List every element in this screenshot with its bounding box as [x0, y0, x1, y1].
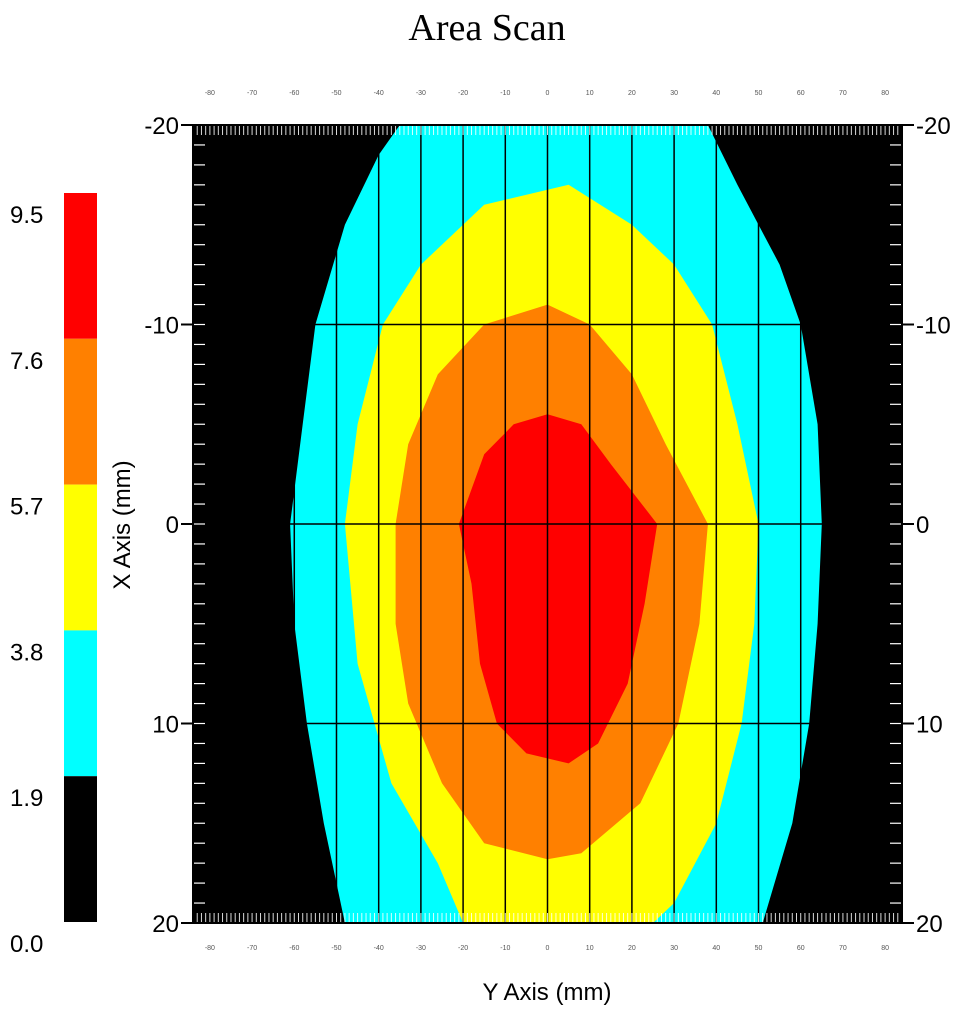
x-tick-label-top: -20	[458, 90, 468, 97]
y-axis-label: X Axis (mm)	[109, 460, 136, 589]
x-tick-label-top: 10	[586, 90, 594, 97]
x-tick-label-top: 50	[755, 90, 763, 97]
x-axis-top: -80 -70 -60 -50 -40 -30 -20 -10 0 10 20 30 40 50 60 70 8…	[205, 90, 889, 97]
x-tick-label-bottom: -70	[247, 945, 257, 952]
legend-label: 9.5	[10, 202, 43, 229]
hatch-marks	[192, 124, 903, 924]
x-axis-label: Y Axis (mm)	[483, 979, 612, 1006]
x-tick-label-top: -70	[247, 90, 257, 97]
x-tick-label-bottom: -80	[205, 945, 215, 952]
legend-band	[64, 484, 97, 631]
x-tick-label-bottom: 10	[586, 945, 594, 952]
y-axis-right: -20 -10 0 10 20	[902, 113, 951, 938]
x-tick-label-bottom: -50	[331, 945, 341, 952]
x-tick-label-top: -80	[205, 90, 215, 97]
contour-level-4	[458, 414, 658, 764]
x-tick-label-top: -60	[289, 90, 299, 97]
legend-label: 1.9	[10, 785, 43, 812]
x-tick-label-top: 30	[670, 90, 678, 97]
legend-band	[64, 776, 97, 922]
x-tick-label-top: 40	[712, 90, 720, 97]
x-tick-label-top: -30	[416, 90, 426, 97]
plot-area	[192, 124, 903, 924]
y-tick-label-right: 10	[916, 712, 943, 739]
x-tick-label-bottom: -40	[374, 945, 384, 952]
x-axis-bottom: -80 -70 -60 -50 -40 -30 -20 -10 0 10 20 30 40 50 60 70 8…	[205, 945, 889, 952]
x-tick-label-bottom: 50	[755, 945, 763, 952]
legend-band	[64, 630, 97, 777]
x-tick-label-bottom: 30	[670, 945, 678, 952]
x-tick-label-top: -40	[374, 90, 384, 97]
grid-lines	[193, 125, 902, 923]
legend-band	[64, 193, 97, 339]
y-tick-label-left: 10	[152, 712, 179, 739]
x-tick-label-bottom: -30	[416, 945, 426, 952]
x-tick-label-top: 70	[839, 90, 847, 97]
x-tick-label-bottom: 40	[712, 945, 720, 952]
x-tick-label-top: -50	[331, 90, 341, 97]
x-tick-label-top: 0	[546, 90, 550, 97]
y-tick-label-left: 0	[166, 512, 179, 539]
x-tick-label-bottom: -10	[500, 945, 510, 952]
y-tick-label-right: -20	[916, 113, 951, 140]
legend-label: 5.7	[10, 494, 43, 521]
legend-label: 7.6	[10, 348, 43, 375]
x-tick-label-bottom: -60	[289, 945, 299, 952]
legend-label: 0.0	[10, 931, 43, 958]
x-tick-label-bottom: -20	[458, 945, 468, 952]
x-tick-label-bottom: 0	[546, 945, 550, 952]
x-tick-label-top: -10	[500, 90, 510, 97]
legend-label: 3.8	[10, 639, 43, 666]
legend: 9.5 7.6 5.7 3.8 1.9 0.0	[10, 193, 97, 958]
x-tick-label-bottom: 60	[797, 945, 805, 952]
y-tick-label-right: -10	[916, 313, 951, 340]
x-tick-label-bottom: 80	[881, 945, 889, 952]
y-tick-label-right: 20	[916, 911, 943, 938]
y-tick-label-left: 20	[152, 911, 179, 938]
x-tick-label-bottom: 20	[628, 945, 636, 952]
legend-band	[64, 338, 97, 485]
y-tick-label-left: -20	[144, 113, 179, 140]
y-axis-left: -20 -10 0 10 20	[144, 113, 193, 938]
x-tick-label-top: 60	[797, 90, 805, 97]
y-tick-label-right: 0	[916, 512, 929, 539]
x-tick-label-bottom: 70	[839, 945, 847, 952]
chart-title: Area Scan	[408, 7, 565, 49]
y-tick-label-left: -10	[144, 313, 179, 340]
x-tick-label-top: 80	[881, 90, 889, 97]
x-tick-label-top: 20	[628, 90, 636, 97]
